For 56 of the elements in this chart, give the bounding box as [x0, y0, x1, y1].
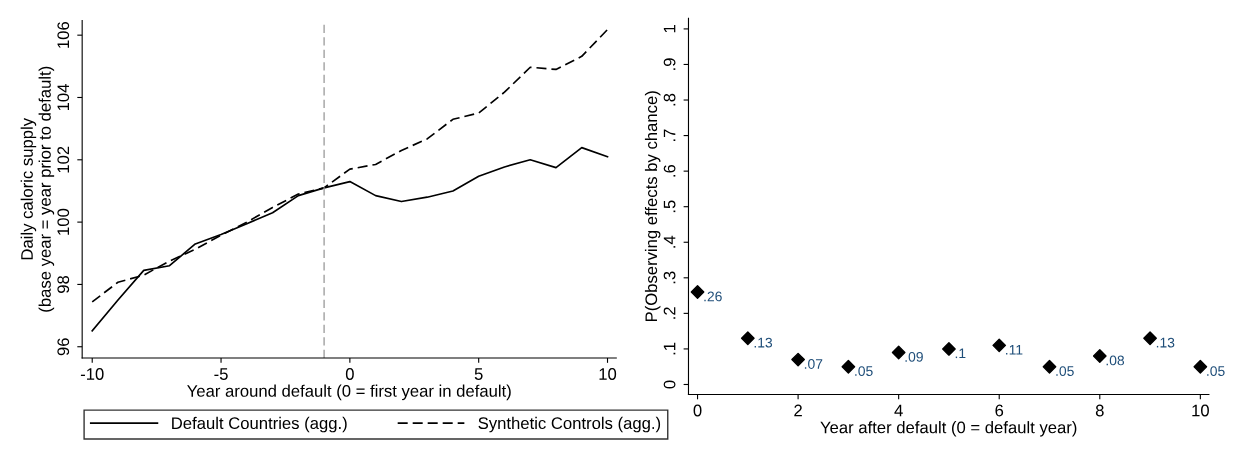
- y-tick-label: 100: [57, 208, 70, 235]
- point: [841, 359, 856, 374]
- y-tick-label: 96: [57, 338, 70, 356]
- legend-label: Synthetic Controls (agg.): [478, 416, 661, 433]
- legend-label: Default Countries (agg.): [172, 416, 347, 433]
- data-label: .26: [704, 291, 722, 302]
- x-tick-label: 8: [1095, 404, 1104, 417]
- point: [791, 352, 806, 367]
- y-tick-label: 104: [57, 84, 70, 111]
- x-tick-label: 0: [693, 404, 702, 417]
- x-tick-label: 0: [345, 368, 354, 380]
- y-tick-label: .2: [663, 307, 676, 319]
- x-tick-label: 10: [599, 368, 617, 380]
- y-tick-label: 0: [663, 380, 676, 389]
- y-tick-label: 1: [663, 25, 676, 33]
- y-axis-title: Daily caloric supply (base year = year prior to default): [20, 66, 55, 312]
- y-tick-label: .1: [663, 342, 676, 355]
- point: [1143, 331, 1157, 346]
- x-tick-label: 10: [1192, 404, 1209, 417]
- data-label: .11: [1006, 344, 1023, 355]
- y-tick-label: .8: [663, 93, 676, 106]
- x-tick-label: 2: [794, 404, 802, 417]
- point: [690, 285, 705, 299]
- point: [992, 338, 1007, 353]
- x-tick-label: 6: [995, 404, 1004, 417]
- y-tick-label: 102: [57, 146, 70, 173]
- y-tick-label: .7: [663, 129, 676, 142]
- y-tick-label: 98: [57, 275, 70, 293]
- data-label: .07: [804, 359, 823, 369]
- y-tick-label: .3: [663, 271, 676, 284]
- data-label: .09: [905, 351, 923, 362]
- data-label: .13: [1156, 337, 1175, 348]
- point: [1193, 359, 1208, 374]
- data-label: .05: [1207, 366, 1225, 376]
- point: [891, 345, 906, 360]
- point: [942, 342, 956, 356]
- data-label: .05: [855, 366, 873, 376]
- data-label: .1: [955, 348, 966, 359]
- point: [1092, 349, 1107, 363]
- y-axis-title: P(Observing effects by chance): [644, 91, 661, 322]
- y-tick-label: .9: [663, 58, 676, 70]
- point: [740, 331, 755, 346]
- point: [1042, 359, 1057, 374]
- x-tick-label: 5: [474, 368, 483, 380]
- x-axis-title: Year after default (0 = default year): [820, 421, 1077, 437]
- data-label: .08: [1106, 355, 1125, 366]
- data-label: .13: [754, 337, 773, 348]
- x-tick-label: 4: [894, 404, 903, 417]
- y-tick-label: .6: [663, 164, 676, 177]
- x-tick-label: -10: [80, 368, 104, 380]
- x-tick-label: -5: [214, 368, 228, 380]
- x-axis-title: Year around default (0 = first year in default): [187, 384, 511, 401]
- y-tick-label: 106: [57, 21, 70, 48]
- data-label: .05: [1056, 366, 1074, 376]
- y-tick-label: .4: [663, 235, 676, 248]
- y-tick-label: .5: [663, 200, 676, 213]
